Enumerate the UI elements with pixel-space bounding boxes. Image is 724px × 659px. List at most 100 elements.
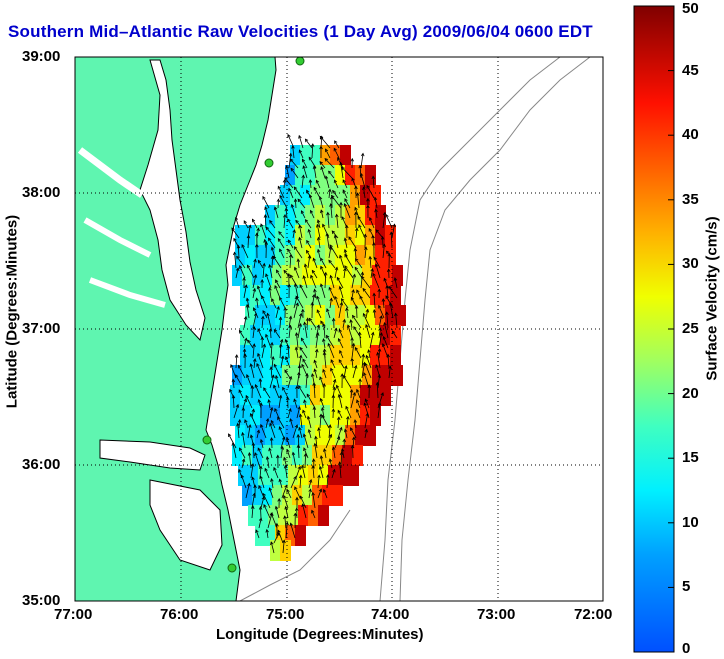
velocity-arrow (316, 224, 321, 239)
velocity-arrow (356, 399, 361, 409)
velocity-arrow (260, 424, 267, 439)
velocity-arrowhead (302, 275, 306, 279)
velocity-cell (360, 345, 371, 366)
velocity-arrowhead (256, 285, 261, 290)
velocity-arrowhead (288, 315, 293, 320)
velocity-arrowhead (304, 218, 309, 223)
velocity-cell (292, 265, 303, 286)
velocity-arrowhead (342, 318, 346, 323)
velocity-cell (328, 465, 339, 486)
velocity-arrowhead (298, 134, 302, 139)
velocity-arrowhead (271, 355, 275, 360)
velocity-arrow (338, 359, 345, 369)
velocity-arrow (281, 485, 288, 499)
velocity-cell (340, 325, 351, 346)
velocity-arrowhead (353, 364, 358, 369)
velocity-cell (238, 465, 249, 486)
velocity-arrowhead (371, 234, 375, 239)
velocity-arrowhead (366, 184, 370, 189)
velocity-arrowhead (289, 522, 293, 527)
velocity-arrowhead (320, 406, 325, 411)
velocity-cell (315, 245, 326, 266)
velocity-cell (275, 245, 286, 266)
velocity-arrow (323, 448, 327, 459)
velocity-arrow (260, 476, 265, 489)
velocity-arrowhead (354, 305, 359, 309)
velocity-arrowhead (310, 301, 315, 306)
velocity-arrowhead (302, 433, 307, 438)
colorbar-tick-label: 5 (682, 578, 691, 596)
velocity-arrow (304, 453, 306, 469)
velocity-cell (325, 305, 336, 326)
velocity-arrowhead (252, 287, 257, 292)
velocity-arrow (308, 157, 317, 169)
velocity-arrow (279, 479, 283, 489)
radar-station (202, 435, 212, 445)
velocity-arrow (269, 220, 276, 229)
velocity-arrow (395, 313, 398, 329)
velocity-cell (305, 205, 316, 226)
velocity-arrow (290, 476, 297, 489)
velocity-arrowhead (326, 308, 330, 312)
velocity-cell (320, 145, 331, 166)
velocity-arrowhead (264, 241, 269, 245)
velocity-arrow (322, 224, 330, 239)
velocity-arrowhead (356, 399, 360, 404)
velocity-arrow (286, 489, 292, 499)
velocity-arrow (326, 335, 335, 349)
velocity-arrowhead (377, 348, 382, 352)
velocity-arrowhead (344, 253, 348, 258)
river-inlet-2 (83, 217, 152, 258)
velocity-arrow (294, 246, 303, 259)
velocity-cell (355, 225, 366, 246)
velocity-cell (232, 365, 243, 386)
velocity-arrow (262, 196, 270, 209)
velocity-arrowhead (319, 283, 324, 287)
velocity-arrowhead (388, 365, 392, 370)
velocity-cell (360, 405, 371, 426)
velocity-arrowhead (377, 373, 381, 378)
velocity-arrow (382, 244, 385, 259)
velocity-arrowhead (383, 321, 387, 326)
velocity-arrowhead (260, 336, 265, 341)
velocity-arrowhead (345, 405, 349, 410)
velocity-cell (250, 285, 261, 306)
velocity-arrow (299, 225, 303, 239)
velocity-arrowhead (269, 406, 274, 411)
velocity-arrow (363, 313, 371, 329)
velocity-arrow (340, 452, 342, 469)
velocity-arrow (333, 328, 337, 339)
velocity-arrow (294, 283, 299, 299)
velocity-arrow (302, 410, 307, 419)
velocity-arrowhead (243, 353, 247, 357)
colorbar-tick-label: 30 (682, 255, 699, 273)
velocity-arrow (262, 310, 268, 319)
velocity-cell (255, 425, 266, 446)
colorbar-tick-label: 15 (682, 449, 699, 467)
velocity-arrowhead (340, 298, 345, 302)
velocity-arrow (258, 399, 262, 409)
velocity-arrowhead (279, 194, 283, 199)
velocity-arrow (323, 338, 326, 349)
velocity-arrowhead (279, 248, 283, 253)
velocity-arrow (317, 489, 322, 499)
velocity-cell (322, 485, 333, 506)
velocity-arrow (252, 326, 255, 339)
velocity-arrowhead (333, 234, 338, 239)
velocity-cell (375, 305, 386, 326)
velocity-arrow (288, 316, 292, 329)
velocity-arrow (284, 177, 294, 189)
velocity-arrow (348, 236, 357, 249)
colorbar-ticks (668, 5, 674, 653)
velocity-arrowhead (241, 431, 245, 436)
velocity-arrowhead (318, 465, 323, 470)
velocity-arrowhead (358, 378, 362, 382)
velocity-arrow (279, 195, 288, 209)
velocity-arrow (292, 145, 295, 159)
velocity-arrowhead (340, 448, 345, 452)
velocity-arrowhead (303, 452, 308, 457)
velocity-arrow (255, 529, 260, 539)
velocity-cell (325, 245, 336, 266)
velocity-arrow (318, 427, 321, 439)
velocity-arrow (327, 212, 330, 229)
